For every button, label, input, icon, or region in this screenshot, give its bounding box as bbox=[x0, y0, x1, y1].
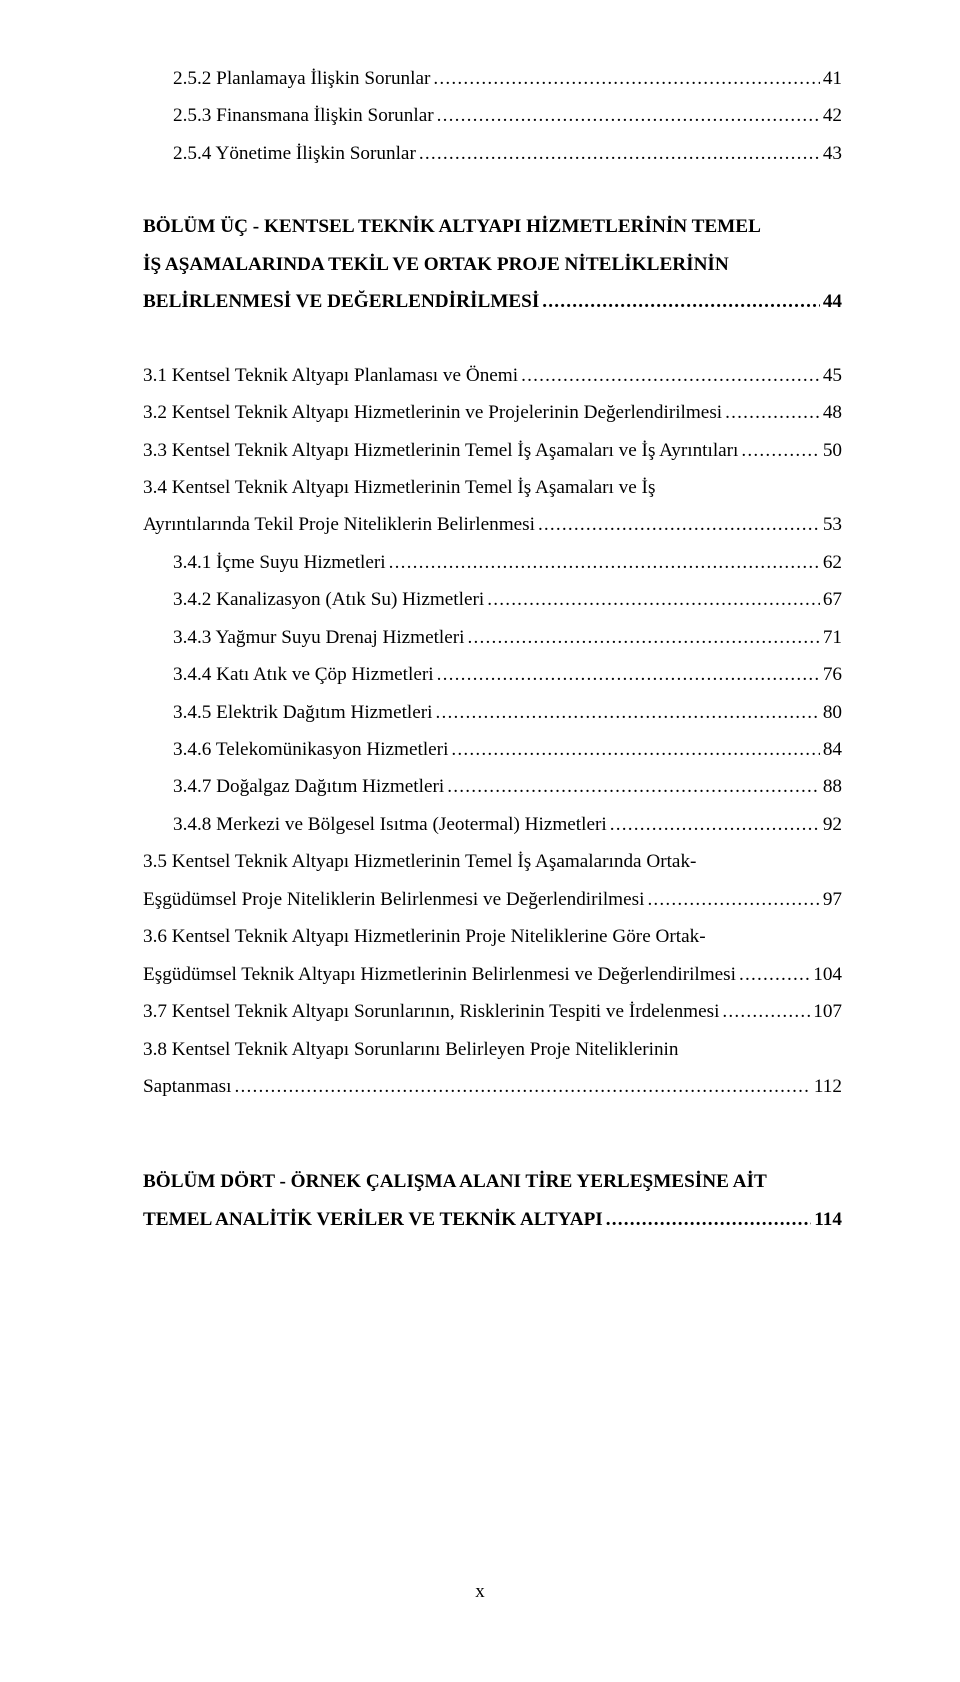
toc-label: 3.4.1 İçme Suyu Hizmetleri bbox=[173, 544, 386, 581]
toc-label: 3.4.6 Telekomünikasyon Hizmetleri bbox=[173, 731, 448, 768]
toc-label: 3.4.3 Yağmur Suyu Drenaj Hizmetleri bbox=[173, 619, 465, 656]
toc-page-num: 112 bbox=[814, 1068, 842, 1105]
toc-label: 3.4.2 Kanalizasyon (Atık Su) Hizmetleri bbox=[173, 581, 484, 618]
toc-entry: 3.7 Kentsel Teknik Altyapı Sorunlarının,… bbox=[143, 993, 842, 1030]
toc-entry-line1: 3.6 Kentsel Teknik Altyapı Hizmetlerinin… bbox=[143, 918, 842, 955]
page-number: x bbox=[0, 1573, 960, 1610]
section-heading-line: İŞ AŞAMALARINDA TEKİL VE ORTAK PROJE NİT… bbox=[143, 246, 842, 283]
toc-leader bbox=[487, 581, 820, 618]
toc-entry: Ayrıntılarında Tekil Proje Niteliklerin … bbox=[143, 506, 842, 543]
toc-page-num: 76 bbox=[823, 656, 842, 693]
section-heading-line: TEMEL ANALİTİK VERİLER VE TEKNİK ALTYAPI… bbox=[143, 1201, 842, 1238]
toc-entry: 2.5.2 Planlamaya İlişkin Sorunlar 41 bbox=[143, 60, 842, 97]
toc-page-num: 107 bbox=[813, 993, 842, 1030]
toc-entry: Eşgüdümsel Proje Niteliklerin Belirlenme… bbox=[143, 881, 842, 918]
toc-entry: 3.4.8 Merkezi ve Bölgesel Isıtma (Jeoter… bbox=[143, 806, 842, 843]
toc-leader bbox=[610, 806, 820, 843]
toc-leader bbox=[437, 97, 820, 134]
toc-entry: 2.5.3 Finansmana İlişkin Sorunlar 42 bbox=[143, 97, 842, 134]
toc-page-num: 62 bbox=[823, 544, 842, 581]
toc-label: 2.5.3 Finansmana İlişkin Sorunlar bbox=[173, 97, 434, 134]
toc-entry: 3.1 Kentsel Teknik Altyapı Planlaması ve… bbox=[143, 357, 842, 394]
toc-leader bbox=[419, 135, 820, 172]
toc-label: 3.2 Kentsel Teknik Altyapı Hizmetlerinin… bbox=[143, 394, 722, 431]
toc-entry: 3.3 Kentsel Teknik Altyapı Hizmetlerinin… bbox=[143, 432, 842, 469]
toc-entry: 3.4.1 İçme Suyu Hizmetleri 62 bbox=[143, 544, 842, 581]
toc-page-num: 48 bbox=[823, 394, 842, 431]
toc-label: Eşgüdümsel Proje Niteliklerin Belirlenme… bbox=[143, 881, 644, 918]
toc-page-num: 71 bbox=[823, 619, 842, 656]
toc-entry: 3.4.5 Elektrik Dağıtım Hizmetleri 80 bbox=[143, 694, 842, 731]
toc-entry: 3.4.7 Doğalgaz Dağıtım Hizmetleri 88 bbox=[143, 768, 842, 805]
toc-page-num: 80 bbox=[823, 694, 842, 731]
toc-page-num: 42 bbox=[823, 97, 842, 134]
toc-entry: Saptanması 112 bbox=[143, 1068, 842, 1105]
toc-label: 2.5.4 Yönetime İlişkin Sorunlar bbox=[173, 135, 416, 172]
toc-label: 3.4.5 Elektrik Dağıtım Hizmetleri bbox=[173, 694, 433, 731]
toc-label: 2.5.2 Planlamaya İlişkin Sorunlar bbox=[173, 60, 430, 97]
toc-label: Eşgüdümsel Teknik Altyapı Hizmetlerinin … bbox=[143, 956, 736, 993]
toc-label: Ayrıntılarında Tekil Proje Niteliklerin … bbox=[143, 506, 535, 543]
toc-label: TEMEL ANALİTİK VERİLER VE TEKNİK ALTYAPI bbox=[143, 1201, 603, 1238]
toc-leader bbox=[542, 283, 820, 320]
toc-entry: 3.4.4 Katı Atık ve Çöp Hizmetleri 76 bbox=[143, 656, 842, 693]
toc-page-num: 53 bbox=[823, 506, 842, 543]
toc-label: 3.7 Kentsel Teknik Altyapı Sorunlarının,… bbox=[143, 993, 719, 1030]
toc-leader bbox=[722, 993, 810, 1030]
toc-leader bbox=[468, 619, 820, 656]
toc-page-num: 104 bbox=[813, 956, 842, 993]
section-heading-line: BELİRLENMESİ VE DEĞERLENDİRİLMESİ 44 bbox=[143, 283, 842, 320]
toc-page-num: 43 bbox=[823, 135, 842, 172]
toc-page: 2.5.2 Planlamaya İlişkin Sorunlar 41 2.5… bbox=[0, 0, 960, 1682]
toc-page-num: 97 bbox=[823, 881, 842, 918]
toc-label: 3.3 Kentsel Teknik Altyapı Hizmetlerinin… bbox=[143, 432, 738, 469]
toc-leader bbox=[436, 694, 820, 731]
toc-entry: 3.4.2 Kanalizasyon (Atık Su) Hizmetleri … bbox=[143, 581, 842, 618]
toc-leader bbox=[451, 731, 819, 768]
toc-leader bbox=[739, 956, 810, 993]
toc-leader bbox=[437, 656, 820, 693]
toc-label: BELİRLENMESİ VE DEĞERLENDİRİLMESİ bbox=[143, 283, 539, 320]
toc-entry: 3.4.6 Telekomünikasyon Hizmetleri 84 bbox=[143, 731, 842, 768]
toc-page-num: 50 bbox=[823, 432, 842, 469]
toc-leader bbox=[606, 1201, 811, 1238]
toc-entry: 3.4.3 Yağmur Suyu Drenaj Hizmetleri 71 bbox=[143, 619, 842, 656]
toc-leader bbox=[741, 432, 819, 469]
toc-leader bbox=[725, 394, 820, 431]
toc-label: 3.1 Kentsel Teknik Altyapı Planlaması ve… bbox=[143, 357, 518, 394]
toc-leader bbox=[433, 60, 819, 97]
toc-entry: 2.5.4 Yönetime İlişkin Sorunlar 43 bbox=[143, 135, 842, 172]
toc-entry-line1: 3.5 Kentsel Teknik Altyapı Hizmetlerinin… bbox=[143, 843, 842, 880]
toc-leader bbox=[234, 1068, 810, 1105]
toc-label: 3.4.8 Merkezi ve Bölgesel Isıtma (Jeoter… bbox=[173, 806, 607, 843]
toc-label: 3.4.4 Katı Atık ve Çöp Hizmetleri bbox=[173, 656, 434, 693]
toc-entry-line1: 3.8 Kentsel Teknik Altyapı Sorunlarını B… bbox=[143, 1031, 842, 1068]
toc-leader bbox=[521, 357, 820, 394]
toc-leader bbox=[538, 506, 820, 543]
toc-entry: 3.2 Kentsel Teknik Altyapı Hizmetlerinin… bbox=[143, 394, 842, 431]
toc-entry-line1: 3.4 Kentsel Teknik Altyapı Hizmetlerinin… bbox=[143, 469, 842, 506]
toc-page-num: 67 bbox=[823, 581, 842, 618]
toc-page-num: 92 bbox=[823, 806, 842, 843]
toc-page-num: 45 bbox=[823, 357, 842, 394]
toc-entry: Eşgüdümsel Teknik Altyapı Hizmetlerinin … bbox=[143, 956, 842, 993]
section-heading-line: BÖLÜM ÜÇ - KENTSEL TEKNİK ALTYAPI HİZMET… bbox=[143, 208, 842, 245]
toc-label: 3.4.7 Doğalgaz Dağıtım Hizmetleri bbox=[173, 768, 444, 805]
toc-label: Saptanması bbox=[143, 1068, 231, 1105]
section-heading-line: BÖLÜM DÖRT - ÖRNEK ÇALIŞMA ALANI TİRE YE… bbox=[143, 1163, 842, 1200]
toc-leader bbox=[389, 544, 820, 581]
toc-page-num: 41 bbox=[823, 60, 842, 97]
toc-leader bbox=[647, 881, 819, 918]
toc-page-num: 84 bbox=[823, 731, 842, 768]
toc-page-num: 44 bbox=[823, 283, 842, 320]
toc-leader bbox=[447, 768, 820, 805]
toc-page-num: 114 bbox=[814, 1201, 842, 1238]
toc-page-num: 88 bbox=[823, 768, 842, 805]
